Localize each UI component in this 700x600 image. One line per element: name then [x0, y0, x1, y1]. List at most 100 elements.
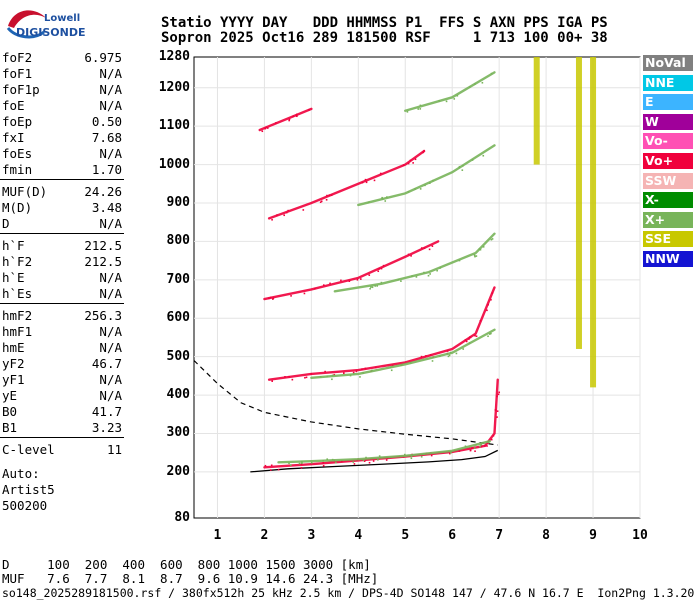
series-point-x	[490, 238, 493, 241]
param-row-clevel: C-level 11	[2, 442, 122, 458]
series-point-vo	[271, 218, 273, 221]
series-point-x	[473, 447, 476, 449]
series-point-x	[370, 286, 372, 288]
series-point-x	[479, 445, 481, 448]
x-tick-label: 9	[589, 528, 597, 543]
series-point-x	[475, 443, 478, 446]
series-point-x	[474, 255, 476, 258]
series-point-vo	[431, 245, 434, 247]
series-point-vo	[492, 434, 495, 437]
series-point-x	[423, 271, 425, 274]
series-point-x	[427, 274, 430, 277]
series-point-vo	[291, 378, 294, 381]
series-point-x	[371, 286, 374, 289]
series-point-x	[424, 184, 426, 187]
series-point-vo	[302, 209, 305, 211]
param-value: N/A	[99, 340, 122, 355]
series-point-x	[301, 460, 303, 463]
param-value: N/A	[99, 66, 122, 81]
param-row-hmf2: hmF2 256.3	[2, 308, 122, 324]
series-point-vo	[410, 255, 412, 257]
series-point-vo	[270, 464, 273, 467]
series-point-vo	[385, 459, 388, 461]
series-point-vo	[465, 340, 468, 343]
legend-item-nnw: NNW	[643, 251, 693, 267]
series-point-vo	[425, 355, 427, 357]
series-point-x	[389, 366, 392, 369]
param-row-hme: hmE N/A	[2, 340, 122, 356]
series-point-vo	[356, 459, 358, 462]
series-point-vo	[484, 444, 486, 447]
series-point-x	[380, 281, 383, 284]
series-point-vo	[360, 278, 362, 280]
legend-item-w: W	[643, 113, 693, 130]
series-point-x	[431, 360, 434, 362]
series-point-x	[455, 352, 458, 355]
series-point-vo	[423, 247, 426, 250]
series-point-vo	[498, 391, 501, 394]
series-trace-vo	[267, 149, 426, 220]
series-point-vo	[292, 115, 294, 118]
series-point-x	[290, 464, 292, 466]
series-point-vo	[372, 460, 375, 462]
param-value: N/A	[99, 286, 122, 301]
series-point-x	[448, 354, 451, 357]
header-line1: Statio YYYY DAY DDD HHMMSS P1 FFS S AXN …	[161, 15, 608, 31]
series-point-x	[450, 451, 452, 454]
param-label: h`Es	[2, 286, 33, 301]
series-point-vo	[368, 274, 371, 276]
series-point-x	[326, 375, 329, 378]
series-point-x	[331, 378, 333, 381]
series-point-vo	[272, 298, 274, 300]
series-point-x	[417, 108, 420, 110]
series-point-vo	[288, 119, 290, 122]
series-point-x	[411, 275, 413, 277]
series-point-vo	[496, 395, 498, 398]
series-point-vo	[449, 452, 451, 455]
series-point-vo	[287, 209, 289, 212]
series-point-vo	[314, 287, 316, 290]
series-point-vo	[288, 118, 291, 121]
series-point-x	[390, 369, 393, 372]
series-point-x	[468, 342, 471, 344]
series-point-vo	[353, 463, 356, 465]
series-trace-x	[404, 71, 496, 112]
series-point-vo	[412, 162, 414, 164]
param-value: 41.7	[91, 404, 122, 419]
x-tick-label: 2	[260, 528, 269, 543]
series-point-vo	[464, 339, 467, 341]
series-point-x	[481, 81, 484, 84]
param-label: fxI	[2, 130, 25, 145]
param-label: foEp	[2, 114, 33, 129]
series-point-x	[403, 453, 406, 456]
y-tick-label: 600	[166, 310, 190, 326]
param-value: N/A	[99, 372, 122, 387]
param-label: yE	[2, 388, 18, 403]
series-point-vo	[364, 178, 367, 181]
series-point-vo	[496, 416, 498, 418]
series-point-x	[401, 363, 404, 366]
series-trace-x	[310, 328, 496, 379]
series-point-vo	[409, 159, 412, 162]
logo-line2: DIGISONDE	[16, 26, 86, 39]
param-separator	[0, 303, 124, 304]
series-point-x	[378, 455, 381, 457]
series-point-vo	[373, 179, 376, 182]
logo-line1: Lowell	[44, 13, 81, 24]
series-point-vo	[330, 194, 333, 197]
series-point-vo	[285, 211, 288, 214]
series-point-vo	[377, 270, 380, 273]
x-tick-label: 1	[213, 528, 222, 543]
param-row-fmin: fmin 1.70	[2, 162, 122, 178]
series-point-vo	[378, 268, 381, 270]
series-point-vo	[402, 164, 405, 166]
series-point-vo	[474, 334, 476, 337]
series-point-x	[468, 86, 471, 88]
plot-area	[193, 56, 641, 519]
y-tick-label: 800	[166, 233, 190, 249]
series-trace-x	[333, 232, 496, 293]
legend-item-e: E	[643, 94, 693, 111]
series-point-x	[410, 455, 413, 458]
series-point-vo	[329, 282, 331, 285]
header-line2: Sopron 2025 Oct16 289 181500 RSF 1 713 1…	[161, 30, 608, 46]
